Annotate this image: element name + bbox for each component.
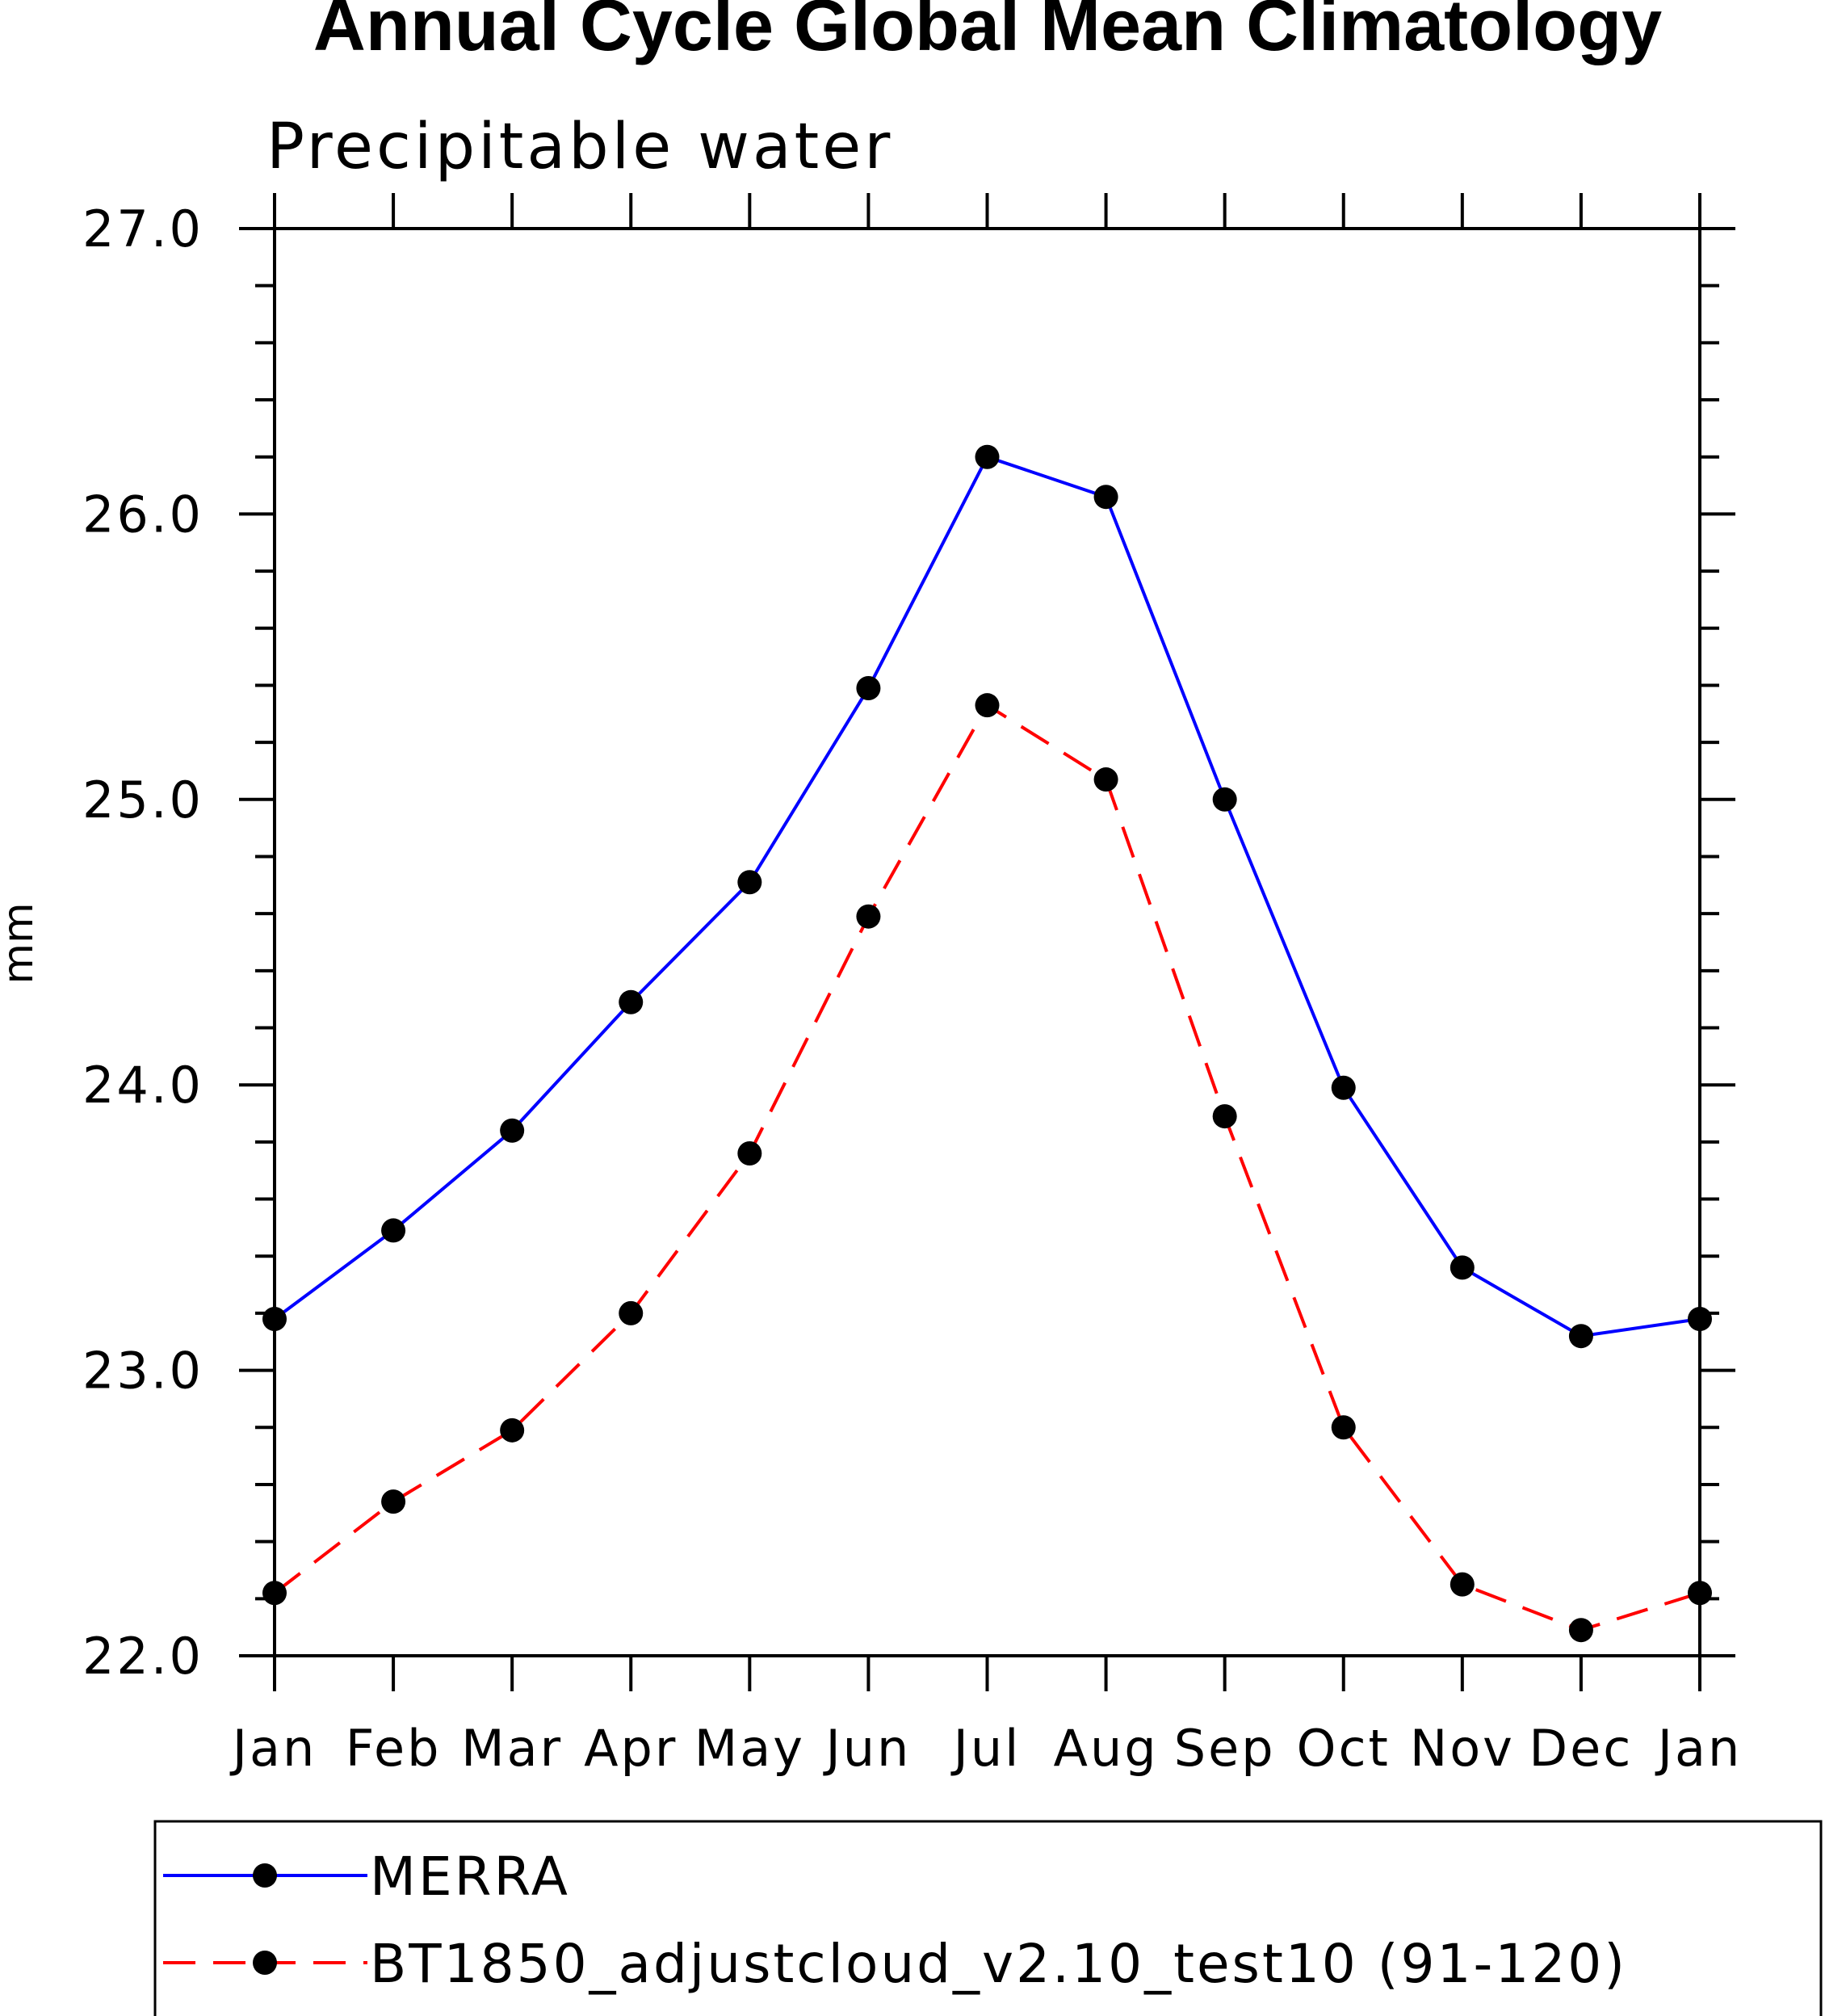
series-line-2 <box>273 703 1701 1632</box>
data-point <box>500 1418 525 1443</box>
data-point <box>975 693 1000 718</box>
data-point <box>1212 1104 1237 1129</box>
x-axis: Jan Feb Mar Apr May Jun Jul Aug Sep Oct Nov Dec Jan <box>229 193 1743 1778</box>
data-point <box>619 1300 644 1325</box>
plot-border <box>273 227 1701 1657</box>
series-line-1 <box>273 455 1701 1338</box>
data-point <box>737 870 762 895</box>
data-point <box>1450 1255 1475 1280</box>
data-point <box>975 444 1000 469</box>
data-point <box>1093 485 1118 510</box>
y-tick-label: 27.0 <box>82 200 203 258</box>
data-point <box>500 1118 525 1143</box>
x-tick-label: Jun <box>822 1719 911 1778</box>
x-tick-label: Feb <box>346 1719 442 1778</box>
data-point <box>1093 767 1118 792</box>
data-point <box>1568 1618 1593 1643</box>
data-point <box>1568 1324 1593 1349</box>
y-tick-label: 22.0 <box>82 1627 203 1686</box>
data-point <box>737 1141 762 1166</box>
x-tick-label: Sep <box>1174 1719 1276 1778</box>
data-point <box>856 675 881 700</box>
x-tick-label: Jan <box>1655 1719 1743 1778</box>
data-point <box>262 1581 287 1606</box>
data-point <box>1331 1075 1356 1100</box>
legend: MERRA BT1850_adjustcloud_v2.10_test10 (91… <box>153 1820 1823 2016</box>
plot-frame <box>273 227 1701 1657</box>
data-point <box>1688 1306 1712 1331</box>
data-point <box>619 989 644 1014</box>
data-point <box>856 904 881 929</box>
x-tick-label: Mar <box>461 1719 563 1778</box>
y-tick-label: 26.0 <box>82 485 203 544</box>
x-tick-label: May <box>694 1719 805 1778</box>
x-tick-label: Jul <box>950 1719 1022 1778</box>
data-point <box>1331 1415 1356 1440</box>
x-tick-label: Aug <box>1054 1719 1159 1778</box>
data-point <box>381 1218 406 1243</box>
y-tick-label: 24.0 <box>82 1056 203 1115</box>
x-tick-label: Dec <box>1529 1719 1633 1778</box>
chart-subtitle: Precipitable water <box>266 111 893 183</box>
chart-title: Annual Cycle Global Mean Climatology <box>313 0 1662 66</box>
y-axis-label: mm <box>0 902 43 984</box>
legend-marker <box>253 1951 277 1975</box>
series-layer <box>262 444 1712 1643</box>
legend-label: BT1850_adjustcloud_v2.10_test10 (91-120) <box>370 1933 1627 1995</box>
data-point <box>381 1489 406 1514</box>
data-point <box>1212 787 1237 812</box>
legend-label: MERRA <box>370 1846 570 1908</box>
data-point <box>1450 1572 1475 1597</box>
x-tick-label: Apr <box>584 1719 678 1778</box>
legend-marker <box>253 1863 277 1888</box>
y-tick-label: 23.0 <box>82 1342 203 1401</box>
legend-box <box>153 1820 1823 2016</box>
y-tick-label: 25.0 <box>82 771 203 830</box>
data-point <box>1688 1581 1712 1606</box>
x-tick-label: Jan <box>229 1719 317 1778</box>
x-tick-label: Oct <box>1297 1719 1391 1778</box>
x-tick-label: Nov <box>1410 1719 1515 1778</box>
y-axis: 22.0 23.0 24.0 25.0 26.0 27.0 <box>82 200 1735 1686</box>
data-point <box>262 1306 287 1331</box>
